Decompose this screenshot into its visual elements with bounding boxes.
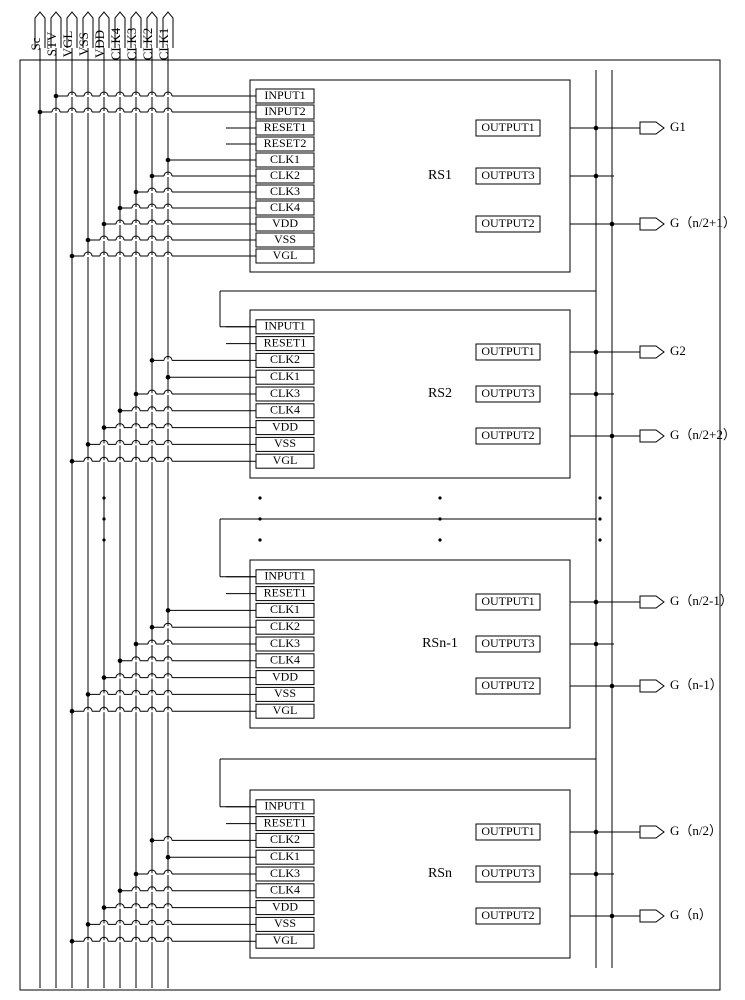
svg-text:VGL: VGL — [273, 703, 298, 717]
svg-text:G（n）: G（n） — [670, 907, 712, 922]
svg-text:OUTPUT2: OUTPUT2 — [481, 428, 534, 442]
svg-text:RESET1: RESET1 — [264, 815, 307, 829]
svg-text:CLK4: CLK4 — [270, 653, 300, 667]
svg-text:G（n/2）: G（n/2） — [670, 823, 722, 838]
svg-text:RSn: RSn — [428, 866, 452, 881]
svg-text:G（n-1）: G（n-1） — [670, 677, 723, 692]
svg-text:CLK3: CLK3 — [270, 386, 300, 400]
svg-text:CLK4: CLK4 — [108, 27, 123, 60]
svg-text:RS2: RS2 — [428, 386, 452, 401]
svg-text:VGL: VGL — [60, 31, 75, 58]
svg-text:OUTPUT3: OUTPUT3 — [481, 866, 534, 880]
svg-text:VGL: VGL — [273, 248, 298, 262]
svg-text:OUTPUT3: OUTPUT3 — [481, 386, 534, 400]
svg-text:CLK1: CLK1 — [156, 28, 171, 61]
svg-text:OUTPUT1: OUTPUT1 — [481, 120, 534, 134]
svg-text:INPUT1: INPUT1 — [264, 88, 305, 102]
svg-text:VSS: VSS — [274, 916, 296, 930]
svg-text:CLK3: CLK3 — [124, 28, 139, 61]
svg-text:INPUT1: INPUT1 — [264, 569, 305, 583]
svg-text:VDD: VDD — [272, 669, 298, 683]
svg-text:VSS: VSS — [274, 232, 296, 246]
svg-text:VSS: VSS — [76, 32, 91, 56]
svg-text:OUTPUT3: OUTPUT3 — [481, 168, 534, 182]
svg-text:VDD: VDD — [272, 899, 298, 913]
svg-text:OUTPUT2: OUTPUT2 — [481, 678, 534, 692]
svg-text:VSS: VSS — [274, 436, 296, 450]
svg-text:Sc: Sc — [28, 37, 43, 50]
svg-text:CLK3: CLK3 — [270, 184, 300, 198]
svg-text:INPUT1: INPUT1 — [264, 799, 305, 813]
svg-text:G1: G1 — [670, 119, 686, 134]
svg-text:OUTPUT2: OUTPUT2 — [481, 216, 534, 230]
svg-text:G2: G2 — [670, 343, 686, 358]
svg-text:CLK2: CLK2 — [270, 832, 300, 846]
svg-text:CLK4: CLK4 — [270, 200, 300, 214]
svg-text:OUTPUT1: OUTPUT1 — [481, 344, 534, 358]
svg-text:OUTPUT3: OUTPUT3 — [481, 636, 534, 650]
svg-text:RESET1: RESET1 — [264, 585, 307, 599]
svg-text:CLK1: CLK1 — [270, 602, 300, 616]
svg-text:CLK3: CLK3 — [270, 866, 300, 880]
svg-text:OUTPUT1: OUTPUT1 — [481, 824, 534, 838]
svg-text:INPUT2: INPUT2 — [264, 104, 305, 118]
svg-text:RESET2: RESET2 — [264, 136, 307, 150]
svg-text:CLK4: CLK4 — [270, 403, 300, 417]
svg-text:CLK1: CLK1 — [270, 849, 300, 863]
svg-text:OUTPUT1: OUTPUT1 — [481, 594, 534, 608]
svg-text:CLK3: CLK3 — [270, 636, 300, 650]
svg-text:OUTPUT2: OUTPUT2 — [481, 908, 534, 922]
svg-text:VSS: VSS — [274, 686, 296, 700]
svg-text:CLK4: CLK4 — [270, 883, 300, 897]
svg-text:CLK2: CLK2 — [270, 168, 300, 182]
svg-text:CLK1: CLK1 — [270, 369, 300, 383]
svg-text:CLK2: CLK2 — [140, 28, 155, 61]
svg-text:G（n/2-1）: G（n/2-1） — [670, 593, 733, 608]
svg-text:STV: STV — [44, 31, 59, 56]
svg-text:VGL: VGL — [273, 453, 298, 467]
svg-text:CLK2: CLK2 — [270, 619, 300, 633]
svg-text:VDD: VDD — [92, 30, 107, 58]
svg-text:VDD: VDD — [272, 216, 298, 230]
svg-text:G（n/2+2）: G（n/2+2） — [670, 427, 736, 442]
svg-text:CLK1: CLK1 — [270, 152, 300, 166]
svg-text:RESET1: RESET1 — [264, 335, 307, 349]
svg-text:RS1: RS1 — [428, 168, 452, 183]
svg-text:G（n/2+1）: G（n/2+1） — [670, 215, 736, 230]
svg-text:VGL: VGL — [273, 933, 298, 947]
svg-text:RSn-1: RSn-1 — [422, 636, 458, 651]
svg-text:RESET1: RESET1 — [264, 120, 307, 134]
svg-text:VDD: VDD — [272, 419, 298, 433]
svg-text:CLK2: CLK2 — [270, 352, 300, 366]
svg-text:INPUT1: INPUT1 — [264, 319, 305, 333]
